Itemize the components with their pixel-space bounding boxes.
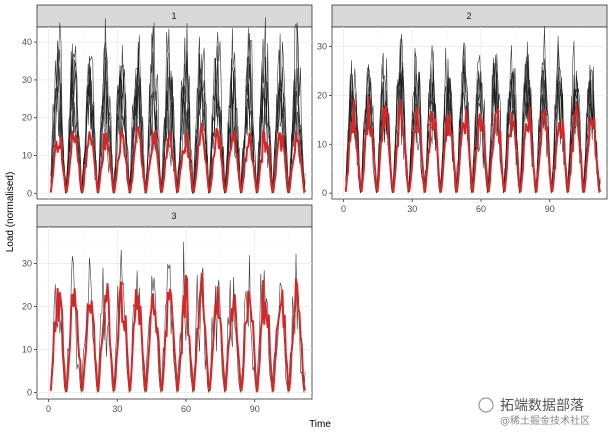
watermark-main: 拓端数据部落 — [500, 398, 584, 414]
y-tick-label: 20 — [22, 302, 32, 312]
y-tick-label: 10 — [22, 151, 32, 161]
panel-2: 2 0 10 20 30 0 30 60 90 — [317, 4, 608, 214]
panel-1: 1 0 10 20 30 40 — [22, 4, 313, 200]
x-tick-label: 30 — [112, 404, 122, 414]
y-axis-title: Load (normalised) — [5, 172, 16, 253]
lines-1 — [49, 17, 306, 195]
watermark: 拓端数据部落 @稀土掘金技术社区 — [478, 397, 590, 427]
y-tick-label: 20 — [317, 90, 327, 100]
lines-3 — [49, 241, 307, 393]
lines-2 — [344, 25, 602, 194]
y-tick-label: 10 — [22, 345, 32, 355]
strip-1-label: 1 — [171, 11, 176, 21]
wechat-icon — [478, 397, 494, 413]
x-axis-title: Time — [309, 419, 331, 430]
x-tick-label: 0 — [46, 404, 51, 414]
x-tick-label: 90 — [545, 204, 555, 214]
y-tick-label: 0 — [27, 188, 32, 198]
y-ticks-2: 0 10 20 30 — [317, 42, 332, 198]
watermark-sub: @稀土掘金技术社区 — [500, 414, 590, 427]
y-tick-label: 30 — [22, 75, 32, 85]
y-tick-label: 30 — [22, 259, 32, 269]
forecast-series-line — [344, 96, 602, 193]
y-ticks-1: 0 10 20 30 40 — [22, 37, 37, 198]
y-ticks-3: 0 10 20 30 — [22, 259, 37, 398]
strip-3-label: 3 — [171, 211, 176, 221]
x-tick-label: 0 — [341, 204, 346, 214]
strip-2-label: 2 — [466, 11, 471, 21]
y-tick-label: 30 — [317, 42, 327, 52]
forecast-series-line — [49, 122, 306, 194]
panel-3: 3 0 10 20 30 0 30 60 90 — [22, 204, 313, 414]
forecast-series-line — [49, 272, 307, 392]
x-ticks-2: 0 30 60 90 — [341, 199, 555, 214]
x-tick-label: 60 — [181, 404, 191, 414]
y-tick-label: 0 — [322, 188, 327, 198]
x-ticks-3: 0 30 60 90 — [46, 399, 260, 414]
y-tick-label: 0 — [27, 388, 32, 398]
x-tick-label: 60 — [476, 204, 486, 214]
x-tick-label: 30 — [407, 204, 417, 214]
x-tick-label: 90 — [250, 404, 260, 414]
y-tick-label: 40 — [22, 37, 32, 47]
y-tick-label: 10 — [317, 139, 327, 149]
y-tick-label: 20 — [22, 113, 32, 123]
